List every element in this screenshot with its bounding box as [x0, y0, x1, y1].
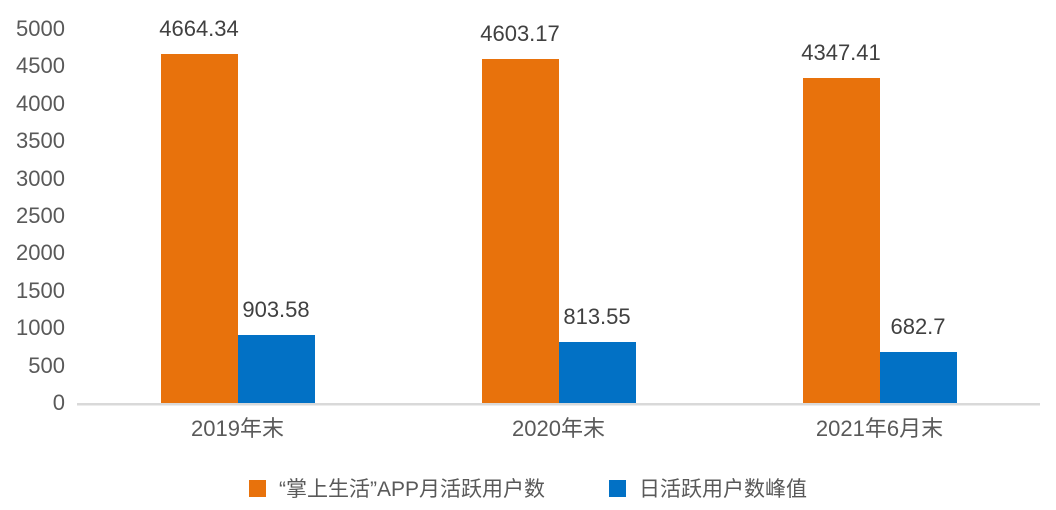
data-label-dau-peak-3: 682.7 [890, 314, 946, 339]
x-axis-category-label: 2021年6月末 [815, 416, 944, 441]
x-axis-line [77, 403, 1040, 405]
y-axis-tick-label: 5000 [16, 16, 65, 41]
y-axis-tick-label: 500 [28, 352, 65, 378]
y-axis-tick-label: 1000 [16, 315, 65, 341]
legend-item-dau-peak: 日活跃用户数峰值 [609, 473, 807, 503]
y-axis-tick-label: 2500 [16, 203, 65, 228]
x-axis-category-label: 2019年末 [191, 416, 284, 441]
bar-mau-1 [160, 54, 238, 403]
y-axis-tick-label: 4000 [16, 90, 65, 116]
bar-dau-peak-3 [879, 352, 957, 403]
y-axis-tick-label: 2000 [16, 240, 65, 266]
legend-swatch-icon [609, 479, 626, 497]
y-axis-tick-label: 0 [52, 390, 65, 415]
legend-swatch-icon [248, 479, 266, 497]
data-label-dau-peak-2: 813.55 [563, 304, 631, 329]
y-axis-tick-label: 1500 [16, 277, 65, 303]
legend-item-mau: “掌上生活”APP月活跃用户数 [248, 473, 545, 503]
bar-dau-peak-1 [237, 335, 315, 403]
data-label-mau-1: 4664.34 [159, 16, 239, 41]
legend-label: “掌上生活”APP月活跃用户数 [278, 478, 545, 501]
data-label-mau-2: 4603.17 [480, 21, 560, 46]
legend: “掌上生活”APP月活跃用户数 日活跃用户数峰值 [0, 473, 1056, 503]
y-axis: 0 500 1000 1500 2000 2500 3000 3500 4000 4500 5000 [0, 0, 65, 510]
data-label-dau-peak-1: 903.58 [242, 297, 310, 322]
legend-label: 日活跃用户数峰值 [639, 478, 807, 501]
y-axis-tick-label: 3000 [16, 165, 65, 191]
bar-mau-2 [481, 59, 559, 403]
x-axis-category-label: 2020年末 [512, 416, 605, 441]
bar-mau-3 [802, 78, 880, 403]
y-axis-tick-label: 3500 [16, 128, 65, 154]
plot-area: 4664.34 903.58 4603.17 813.55 4347.41 682.7 [77, 17, 1040, 405]
bar-dau-peak-2 [558, 342, 636, 403]
y-axis-tick-label: 4500 [16, 53, 65, 79]
data-label-mau-3: 4347.41 [801, 40, 881, 65]
